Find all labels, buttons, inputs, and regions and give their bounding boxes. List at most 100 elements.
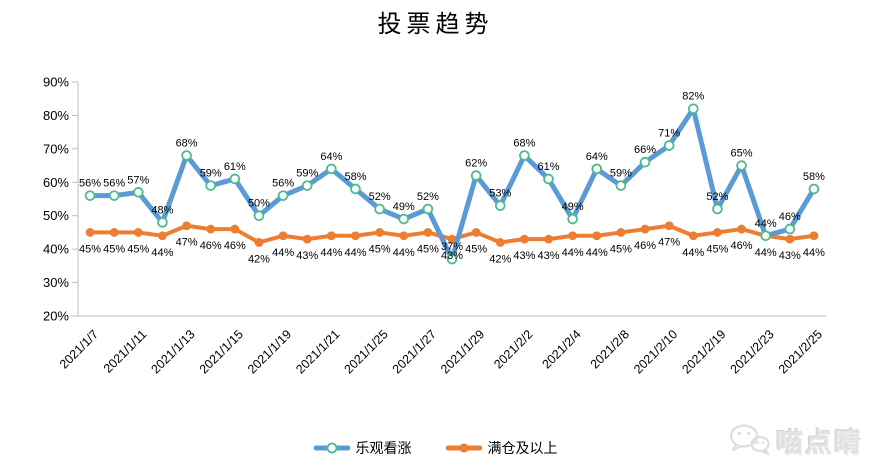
x-tick-label: 2021/1/21	[293, 327, 342, 376]
line-chart: 90%80%70%60%50%40%30%20%2021/1/7 2021/1/1…	[43, 75, 826, 376]
data-point-marker	[230, 224, 240, 234]
data-point-marker	[206, 224, 216, 234]
data-label: 44%	[344, 247, 366, 259]
data-label: 45%	[417, 243, 439, 255]
y-tick-label: 40%	[43, 242, 69, 257]
wechat-icon	[729, 424, 770, 456]
x-tick-label: 2021/2/10	[631, 327, 680, 376]
data-label: 48%	[151, 204, 173, 216]
data-point-marker	[253, 210, 265, 222]
data-point-marker	[447, 234, 457, 244]
x-axis: 2021/1/7 2021/1/11 2021/1/13 2021/1/15 2021/…	[57, 315, 826, 376]
data-point-marker	[591, 163, 603, 175]
x-tick-label: 2021/1/29	[438, 327, 487, 376]
data-label: 47%	[658, 237, 680, 249]
x-tick-label: 2021/2/8	[588, 327, 632, 371]
y-tick-label: 30%	[43, 275, 69, 290]
data-point-marker	[615, 180, 627, 191]
data-point-marker	[471, 228, 481, 237]
data-point-marker	[712, 203, 723, 215]
data-label: 43%	[296, 250, 318, 262]
data-point-marker	[374, 203, 385, 215]
x-tick-label: 2021/2/19	[679, 327, 728, 376]
data-label: 59%	[610, 168, 632, 180]
data-point-marker	[544, 234, 553, 244]
data-point-marker	[375, 228, 385, 237]
data-label: 43%	[441, 250, 463, 262]
data-label: 44%	[320, 247, 342, 259]
watermark: 喵点睛	[728, 418, 863, 462]
data-point-marker	[350, 183, 361, 195]
data-label: 58%	[803, 171, 825, 183]
data-point-marker	[592, 231, 602, 241]
chart-title: 投票趋势	[377, 10, 494, 38]
data-point-marker	[446, 253, 458, 265]
data-point-marker	[229, 173, 241, 185]
data-label: 44%	[803, 247, 825, 259]
x-tick-label: 2021/1/25	[342, 327, 391, 376]
data-label: 44%	[151, 247, 173, 259]
data-label: 56%	[79, 178, 101, 190]
x-tick-label: 2021/2/2	[491, 327, 535, 371]
data-point-marker	[423, 228, 433, 237]
legend-label: 满仓及以上	[487, 440, 558, 456]
data-point-marker	[567, 213, 578, 225]
x-tick-label: 2021/1/19	[245, 327, 294, 376]
data-point-marker	[737, 224, 746, 234]
data-label: 52%	[706, 191, 728, 203]
x-tick-label: 2021/1/11	[101, 327, 150, 376]
data-label: 44%	[562, 247, 584, 259]
data-label: 37%	[441, 241, 463, 253]
chart-legend: 乐观看涨 满仓及以上	[0, 434, 871, 462]
data-label: 43%	[513, 250, 535, 262]
data-point-marker	[687, 103, 699, 115]
data-label: 50%	[248, 198, 270, 210]
data-label: 52%	[417, 191, 439, 203]
x-tick-label: 2021/1/7	[57, 327, 101, 371]
y-axis: 90% 80% 70% 60% 50% 40% 30% 20%	[43, 75, 79, 324]
data-label: 82%	[682, 91, 704, 103]
legend-label: 乐观看涨	[355, 440, 412, 456]
data-point-marker	[326, 163, 337, 175]
x-tick-label: 2021/2/23	[728, 327, 777, 376]
data-labels-乐观看涨: 56% 56% 57%48%68%59%61%50%56%59%64%58%52%4…	[79, 91, 825, 253]
data-label: 59%	[296, 168, 318, 180]
data-point-marker	[519, 150, 530, 161]
data-label: 45%	[103, 243, 125, 255]
data-point-marker	[157, 217, 168, 228]
data-label: 44%	[755, 247, 777, 259]
data-point-marker	[182, 221, 191, 231]
data-label: 65%	[731, 148, 753, 160]
data-point-marker	[784, 223, 796, 235]
x-tick-label: 2021/1/13	[148, 327, 197, 376]
data-point-marker	[254, 238, 264, 247]
data-label: 61%	[538, 161, 560, 173]
data-label: 45%	[369, 243, 391, 255]
data-label: 46%	[224, 240, 246, 252]
data-point-marker	[809, 231, 819, 241]
data-point-marker	[785, 234, 795, 244]
data-label: 49%	[393, 201, 415, 213]
data-point-marker	[84, 190, 96, 201]
data-point-marker	[664, 221, 674, 231]
data-point-marker	[470, 170, 482, 181]
data-label: 57%	[127, 174, 149, 186]
data-point-marker	[181, 150, 192, 161]
data-point-marker	[326, 231, 336, 241]
data-labels-满仓及以上: 45% 45% 45% 44%47% 46% 46%42%44% 43% 44% 44% 45% 4…	[79, 237, 825, 266]
data-point-marker	[278, 231, 288, 241]
data-point-marker	[494, 200, 506, 211]
y-tick-label: 50%	[43, 208, 69, 223]
data-point-marker	[277, 190, 289, 201]
data-label: 64%	[320, 151, 342, 163]
data-label: 58%	[344, 171, 366, 183]
data-point-marker	[663, 140, 675, 151]
data-label: 56%	[272, 178, 294, 190]
data-label: 52%	[369, 191, 391, 203]
data-point-marker	[543, 173, 554, 185]
data-label: 64%	[586, 151, 608, 163]
y-tick-label: 80%	[43, 108, 69, 123]
data-point-marker	[736, 160, 747, 171]
data-label: 44%	[272, 247, 294, 259]
data-point-marker	[109, 228, 119, 237]
